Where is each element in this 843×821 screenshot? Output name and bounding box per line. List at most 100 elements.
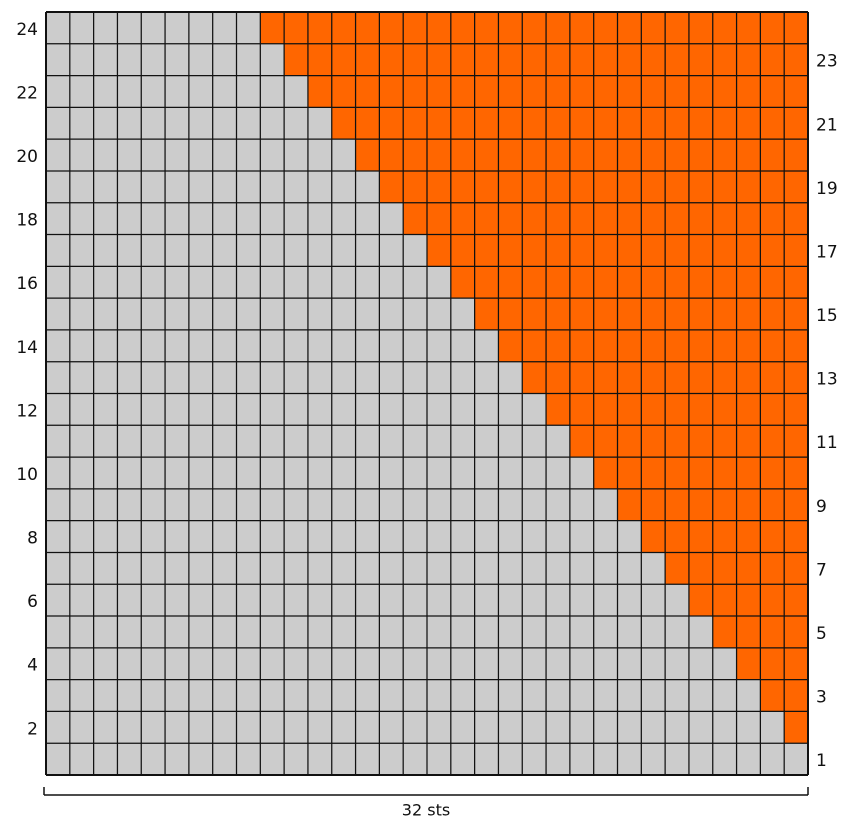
background-stitch xyxy=(117,43,142,76)
background-stitch xyxy=(284,647,308,680)
background-stitch xyxy=(403,488,427,521)
contrast-stitch xyxy=(593,43,618,76)
background-stitch xyxy=(617,552,642,585)
background-stitch xyxy=(736,679,761,712)
background-stitch xyxy=(212,107,237,140)
background-stitch xyxy=(69,711,94,744)
background-stitch xyxy=(379,329,404,362)
contrast-stitch xyxy=(736,75,761,108)
background-stitch xyxy=(498,679,523,712)
background-stitch xyxy=(307,139,332,171)
background-stitch xyxy=(474,425,499,458)
background-stitch xyxy=(498,488,523,521)
background-stitch xyxy=(284,457,308,489)
background-stitch xyxy=(522,616,547,648)
contrast-stitch xyxy=(712,488,737,521)
contrast-stitch xyxy=(784,75,808,108)
contrast-stitch xyxy=(760,552,785,585)
background-stitch xyxy=(165,520,189,553)
contrast-stitch xyxy=(688,298,713,330)
contrast-stitch xyxy=(688,43,713,76)
contrast-stitch xyxy=(474,107,499,140)
contrast-stitch xyxy=(569,425,594,458)
background-stitch xyxy=(474,393,499,426)
contrast-stitch xyxy=(665,520,689,553)
background-stitch xyxy=(141,170,166,203)
contrast-stitch xyxy=(593,266,618,299)
background-stitch xyxy=(188,457,213,489)
background-stitch xyxy=(355,266,380,299)
contrast-stitch xyxy=(379,139,404,171)
background-stitch xyxy=(427,361,451,394)
contrast-stitch xyxy=(760,616,785,648)
contrast-stitch xyxy=(784,12,808,44)
background-stitch xyxy=(688,616,713,648)
background-stitch xyxy=(522,488,547,521)
contrast-stitch xyxy=(569,361,594,394)
background-stitch xyxy=(355,170,380,203)
background-stitch xyxy=(165,552,189,585)
contrast-stitch xyxy=(546,234,570,267)
contrast-stitch xyxy=(712,12,737,44)
background-stitch xyxy=(712,679,737,712)
background-stitch xyxy=(212,202,237,235)
contrast-stitch xyxy=(617,75,642,108)
background-stitch xyxy=(260,170,285,203)
contrast-stitch xyxy=(498,266,523,299)
contrast-stitch xyxy=(617,425,642,458)
contrast-stitch xyxy=(569,43,594,76)
background-stitch xyxy=(641,616,666,648)
background-stitch xyxy=(188,520,213,553)
background-stitch xyxy=(403,679,427,712)
background-stitch xyxy=(117,679,142,712)
contrast-stitch xyxy=(760,647,785,680)
contrast-stitch xyxy=(569,393,594,426)
background-stitch xyxy=(569,552,594,585)
background-stitch xyxy=(331,139,356,171)
contrast-stitch xyxy=(331,12,356,44)
background-stitch xyxy=(165,457,189,489)
contrast-stitch xyxy=(784,139,808,171)
left-row-label: 4 xyxy=(27,656,38,676)
contrast-stitch xyxy=(522,234,547,267)
left-row-label: 24 xyxy=(16,20,38,40)
background-stitch xyxy=(236,552,261,585)
contrast-stitch xyxy=(712,202,737,235)
background-stitch xyxy=(307,361,332,394)
background-stitch xyxy=(284,425,308,458)
contrast-stitch xyxy=(617,170,642,203)
contrast-stitch xyxy=(712,361,737,394)
left-row-label: 14 xyxy=(16,338,38,358)
contrast-stitch xyxy=(736,361,761,394)
contrast-stitch xyxy=(617,393,642,426)
background-stitch xyxy=(188,679,213,712)
background-stitch xyxy=(379,647,404,680)
contrast-stitch xyxy=(784,584,808,617)
contrast-stitch xyxy=(379,12,404,44)
contrast-stitch xyxy=(784,266,808,299)
contrast-stitch xyxy=(736,552,761,585)
contrast-stitch xyxy=(450,202,475,235)
background-stitch xyxy=(236,139,261,171)
background-stitch xyxy=(117,139,142,171)
contrast-stitch xyxy=(736,616,761,648)
contrast-stitch xyxy=(331,107,356,140)
contrast-stitch xyxy=(641,170,666,203)
background-stitch xyxy=(379,552,404,585)
background-stitch xyxy=(498,647,523,680)
background-stitch xyxy=(69,584,94,617)
contrast-stitch xyxy=(617,234,642,267)
contrast-stitch xyxy=(450,43,475,76)
background-stitch xyxy=(546,488,570,521)
background-stitch xyxy=(93,107,118,140)
background-stitch xyxy=(403,393,427,426)
background-stitch xyxy=(46,298,70,330)
background-stitch xyxy=(307,266,332,299)
background-stitch xyxy=(474,616,499,648)
contrast-stitch xyxy=(784,679,808,712)
background-stitch xyxy=(665,584,689,617)
background-stitch xyxy=(212,488,237,521)
background-stitch xyxy=(141,202,166,235)
background-stitch xyxy=(569,647,594,680)
